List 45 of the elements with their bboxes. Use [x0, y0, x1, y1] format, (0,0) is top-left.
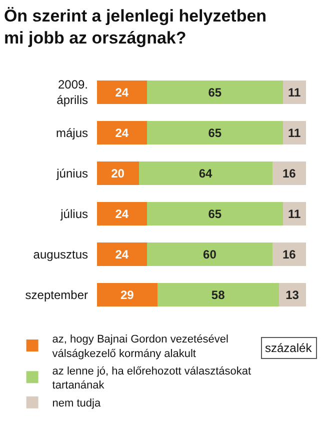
data-label: 20 — [111, 166, 125, 180]
bar — [147, 202, 284, 226]
bar — [97, 121, 148, 144]
bar — [283, 80, 306, 104]
bar — [283, 202, 306, 226]
data-label: 24 — [115, 126, 129, 140]
bar — [97, 80, 148, 104]
bar — [97, 242, 148, 266]
bar — [138, 162, 273, 185]
data-label: 13 — [286, 288, 300, 302]
data-label: 58 — [211, 288, 226, 302]
bar — [283, 121, 306, 144]
data-label: 65 — [208, 126, 222, 140]
legend-label: nem tudja — [52, 398, 102, 410]
bar — [97, 202, 148, 226]
data-label: 24 — [115, 247, 129, 262]
bar — [147, 121, 284, 144]
bar — [272, 162, 306, 185]
data-label: 64 — [198, 166, 213, 180]
bar — [97, 162, 139, 185]
bar — [272, 242, 306, 266]
y-tick-label: szeptember — [25, 288, 88, 302]
data-label: 24 — [115, 85, 129, 100]
bar — [147, 242, 273, 266]
data-label: 60 — [203, 247, 217, 262]
y-tick-label: május — [56, 126, 88, 140]
y-tick-label: 2009. április — [56, 78, 88, 108]
bar — [158, 283, 279, 306]
y-tick-label: augusztus — [33, 247, 88, 262]
bar — [97, 283, 158, 306]
data-label: 24 — [115, 206, 129, 221]
data-label: 16 — [282, 166, 296, 180]
legend-label: az lenne jó, ha előrehozott választásokat tartanának — [52, 365, 252, 392]
data-label: 11 — [288, 85, 302, 100]
y-tick-label: június — [56, 166, 88, 180]
bar — [147, 80, 284, 104]
data-label: 29 — [120, 288, 134, 302]
data-label: 65 — [208, 85, 222, 100]
data-label: 65 — [208, 206, 222, 221]
chart-title: Ön szerint a jelenlegi helyzetben mi jobb az országnak? — [4, 6, 267, 48]
text: százalék — [265, 341, 313, 355]
data-label: 11 — [288, 206, 302, 221]
y-tick-label: július — [60, 206, 88, 221]
data-label: 16 — [282, 247, 296, 262]
data-label: 11 — [288, 126, 302, 140]
